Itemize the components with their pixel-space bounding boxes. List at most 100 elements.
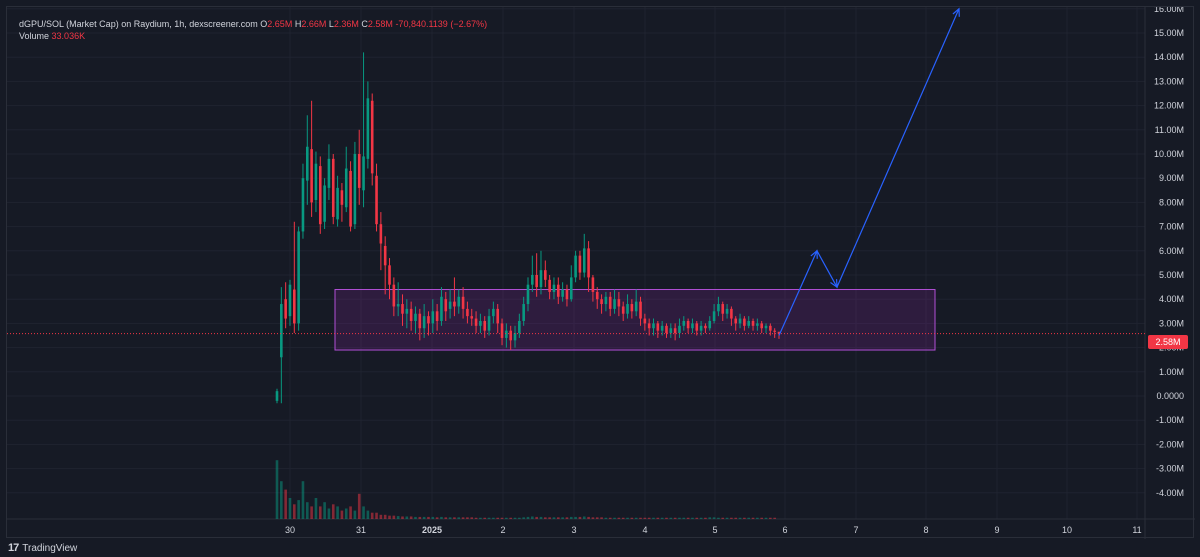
y-tick-label: 6.00M [1159, 246, 1184, 256]
volume-bar [747, 517, 751, 519]
y-tick-label: 11.00M [1155, 125, 1184, 135]
legend-change-value: -70,840.1139 (−2.67%) [395, 19, 488, 29]
candle-body [630, 304, 634, 312]
candle-body [639, 301, 642, 319]
candle-body [552, 284, 556, 292]
candle-body [293, 289, 296, 324]
candle-body [327, 158, 331, 188]
volume-bar [388, 515, 391, 519]
tradingview-mark-icon: 17 [8, 542, 19, 554]
volume-bar [492, 517, 495, 519]
candle-body [621, 306, 625, 314]
volume-bar [427, 516, 430, 519]
candle-body [297, 231, 300, 324]
volume-bar [318, 506, 322, 519]
x-tick-label: 3 [571, 525, 576, 535]
volume-bar [678, 517, 681, 519]
volume-bar [323, 502, 326, 519]
candle-body [764, 325, 768, 329]
candle-body [301, 178, 305, 232]
chart-pane[interactable]: 16.00M 15.00M 14.00M 13.00M 12.00M 11.00M 10.0… [6, 6, 1195, 539]
candle-body [691, 323, 694, 329]
legend-symbol[interactable]: dGPU/SOL (Market Cap) on Raydium, 1h, de… [19, 19, 258, 29]
volume-bar [392, 515, 396, 519]
candle-body [513, 333, 517, 341]
volume-bar [340, 510, 344, 519]
volume-bar [362, 506, 365, 519]
x-tick-label: 5 [712, 525, 717, 535]
volume-bar [656, 517, 660, 519]
tradingview-name: TradingView [22, 542, 78, 554]
y-tick-label: 10.00M [1154, 149, 1184, 159]
volume-bar [630, 517, 634, 519]
volume-bar [552, 517, 556, 519]
candle-body [734, 318, 738, 324]
candle-body [643, 318, 647, 324]
volume-bar [652, 517, 655, 519]
volume-bar [284, 489, 287, 519]
volume-bar [483, 517, 487, 519]
volume-bar [591, 517, 595, 519]
legend-open-value: 2.65M [267, 19, 293, 29]
volume-bar [634, 517, 638, 519]
candle-body [466, 308, 469, 317]
tradingview-logo[interactable]: 17 TradingView [8, 542, 77, 554]
projection-arrowhead-icon [952, 7, 960, 17]
candle-body [483, 320, 487, 331]
candle-body [370, 100, 374, 174]
candle-body [431, 311, 435, 324]
candle-body [695, 323, 699, 331]
volume-bar [461, 517, 465, 519]
candle-body [600, 299, 603, 305]
volume-bar [448, 517, 452, 519]
candle-body [743, 318, 746, 326]
candle-body [288, 284, 292, 317]
price-chart[interactable]: 16.00M 15.00M 14.00M 13.00M 12.00M 11.00M 10.0… [7, 7, 1195, 539]
candle-body [569, 277, 573, 300]
x-tick-label: 4 [642, 525, 647, 535]
volume-bar [383, 514, 387, 519]
candle-body [760, 323, 763, 329]
candle-body [344, 168, 348, 208]
y-tick-label: 12.00M [1154, 101, 1184, 111]
candle-body [310, 149, 313, 203]
candle-body [652, 323, 655, 329]
candle-body [682, 320, 686, 326]
volume-bar [336, 506, 339, 519]
candle-body [578, 255, 582, 273]
candle-body [275, 391, 279, 401]
candle-body [444, 299, 448, 312]
volume-bar [738, 517, 742, 519]
volume-bar [327, 508, 331, 519]
candle-body [509, 330, 512, 341]
x-tick-label: 30 [285, 525, 295, 535]
volume-bar [734, 517, 738, 519]
candle-body [461, 296, 465, 309]
volume-bar [288, 498, 292, 519]
candle-body [318, 166, 322, 225]
candle-body [708, 320, 712, 329]
candle-body [487, 316, 491, 331]
candle-body [457, 296, 461, 307]
x-tick-label: 11 [1132, 525, 1141, 535]
candle-body [474, 318, 478, 326]
candle-body [626, 304, 629, 314]
candle-body [535, 275, 538, 288]
volume-bar [431, 516, 435, 519]
candle-body [492, 308, 495, 317]
volume-bar [505, 517, 508, 519]
candle-body [379, 224, 383, 244]
legend-volume-label[interactable]: Volume [19, 31, 50, 41]
candle-body [366, 98, 370, 159]
volume-bar [422, 516, 426, 519]
candle-body [383, 245, 387, 266]
candle-body [392, 284, 396, 307]
candle-body [669, 328, 673, 334]
projection-arrow-path [778, 8, 960, 336]
volume-bar [513, 517, 517, 519]
candle-body [284, 299, 287, 319]
volume-bar [647, 517, 651, 519]
candle-body [531, 275, 534, 285]
candle-body [725, 308, 729, 314]
volume-bar [617, 517, 621, 519]
